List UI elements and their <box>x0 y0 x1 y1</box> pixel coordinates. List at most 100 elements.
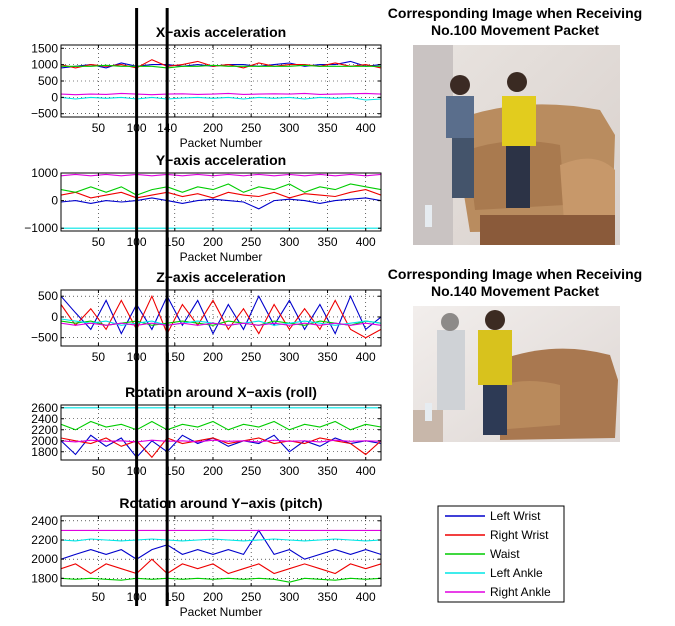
series-line-waist <box>61 64 381 69</box>
legend-label-waist: Waist <box>490 547 520 561</box>
y-tick-label: 500 <box>38 289 58 303</box>
photo2-caption-line2: No.140 Movement Packet <box>431 283 599 299</box>
chart-title: Y−axis acceleration <box>156 152 286 168</box>
y-tick-label: 1500 <box>31 41 58 55</box>
x-tick-label: 350 <box>318 350 338 364</box>
x-tick-label: 400 <box>356 235 376 249</box>
chart-1: 50100200250300350400140−500050010001500X… <box>31 24 382 150</box>
plot-area <box>61 405 381 460</box>
chart-title: Rotation around Y−axis (pitch) <box>119 495 322 511</box>
x-tick-label: 400 <box>356 350 376 364</box>
chart-title: Z−axis acceleration <box>156 269 286 285</box>
chart-title: Rotation around X−axis (roll) <box>125 384 317 400</box>
chart-2: 50100150200250300350400−100001000Y−axis … <box>24 152 382 264</box>
axes-frame <box>60 289 382 347</box>
vertical-marker-lines <box>135 8 169 606</box>
axes-frame <box>60 515 382 587</box>
x-tick-label: 250 <box>241 350 261 364</box>
x-tick-label: 300 <box>279 235 299 249</box>
legend-label-left-ankle: Left Ankle <box>490 566 543 580</box>
x-axis-label: Packet Number <box>180 250 263 264</box>
plot-area <box>61 173 381 231</box>
y-tick-label: 1800 <box>31 571 58 585</box>
y-tick-label: 1000 <box>31 58 58 72</box>
axes-frame <box>60 404 382 461</box>
chart-5: 501001502002503003504001800200022002400R… <box>31 495 382 619</box>
x-tick-label: 150 <box>165 590 185 604</box>
x-tick-label: 250 <box>241 590 261 604</box>
x-tick-label: 50 <box>92 121 106 135</box>
x-tick-label: 400 <box>356 464 376 478</box>
y-tick-label: 2200 <box>31 533 58 547</box>
series-line-right-wrist <box>61 189 381 199</box>
x-tick-label: 250 <box>241 121 261 135</box>
x-tick-label: 300 <box>279 350 299 364</box>
x-tick-label: 150 <box>165 464 185 478</box>
x-tick-label: 350 <box>318 121 338 135</box>
x-tick-label: 400 <box>356 590 376 604</box>
x-tick-label: 50 <box>92 235 106 249</box>
y-tick-label: 2400 <box>31 514 58 528</box>
series-line-right-wrist <box>61 558 381 575</box>
legend-label-right-ankle: Right Ankle <box>490 585 551 599</box>
series-line-left-ankle <box>61 96 381 101</box>
x-tick-label: 200 <box>203 464 223 478</box>
photo1-caption-line2: No.100 Movement Packet <box>431 22 599 38</box>
y-tick-label: 2000 <box>31 434 58 448</box>
y-tick-label: 2000 <box>31 552 58 566</box>
y-tick-label: 0 <box>51 310 58 324</box>
y-tick-label: 500 <box>38 74 58 88</box>
x-tick-label: 400 <box>356 121 376 135</box>
x-axis-label: Packet Number <box>180 136 263 150</box>
x-tick-label: 350 <box>318 590 338 604</box>
y-tick-label: 2400 <box>31 412 58 426</box>
series-line-right-wrist <box>61 294 381 339</box>
y-tick-label: −500 <box>31 107 58 121</box>
axes-frame <box>60 172 382 232</box>
x-tick-label: 150 <box>165 235 185 249</box>
series-line-right-ankle <box>61 439 381 443</box>
series-line-right-ankle <box>61 92 381 96</box>
series-line-waist <box>61 577 381 583</box>
legend: Left Wrist Right Wrist Waist Left Ankle … <box>437 505 565 603</box>
x-tick-label: 200 <box>203 121 223 135</box>
x-tick-label: 50 <box>92 350 106 364</box>
series-line-left-wrist <box>61 197 381 210</box>
y-tick-label: 1000 <box>31 166 58 180</box>
x-tick-label: 250 <box>241 235 261 249</box>
y-tick-label: 2200 <box>31 423 58 437</box>
x-tick-label: 50 <box>92 590 106 604</box>
y-tick-label: −1000 <box>24 221 58 235</box>
plot-area <box>61 516 381 586</box>
x-axis-label: Packet Number <box>180 605 263 619</box>
y-tick-label: 2600 <box>31 401 58 415</box>
x-tick-label: 50 <box>92 464 106 478</box>
photo2-caption-line1: Corresponding Image when Receiving <box>388 266 642 282</box>
series-line-left-ankle <box>61 538 381 542</box>
y-tick-label: 1800 <box>31 445 58 459</box>
series-line-waist <box>61 183 381 196</box>
x-tick-label: 300 <box>279 121 299 135</box>
x-tick-label: 150 <box>165 350 185 364</box>
y-tick-label: 0 <box>51 194 58 208</box>
x-tick-label: 300 <box>279 464 299 478</box>
x-tick-label: 200 <box>203 350 223 364</box>
chart-4: 5010015020025030035040018002000220024002… <box>31 384 382 478</box>
x-tick-label: 350 <box>318 235 338 249</box>
photo2-image <box>413 306 620 442</box>
y-tick-label: 0 <box>51 90 58 104</box>
x-tick-label: 250 <box>241 464 261 478</box>
chart-title: X−axis acceleration <box>156 24 286 40</box>
photo1-caption-line1: Corresponding Image when Receiving <box>388 5 642 21</box>
charts-group: 50100200250300350400140−500050010001500X… <box>24 24 382 619</box>
series-line-waist <box>61 420 381 431</box>
x-tick-label: 300 <box>279 590 299 604</box>
series-line-left-wrist <box>61 529 381 560</box>
x-tick-label: 200 <box>203 590 223 604</box>
legend-label-right-wrist: Right Wrist <box>490 528 549 542</box>
x-tick-label: 350 <box>318 464 338 478</box>
legend-label-left-wrist: Left Wrist <box>490 509 541 523</box>
photo1-image <box>413 45 620 245</box>
y-tick-label: −500 <box>31 331 58 345</box>
